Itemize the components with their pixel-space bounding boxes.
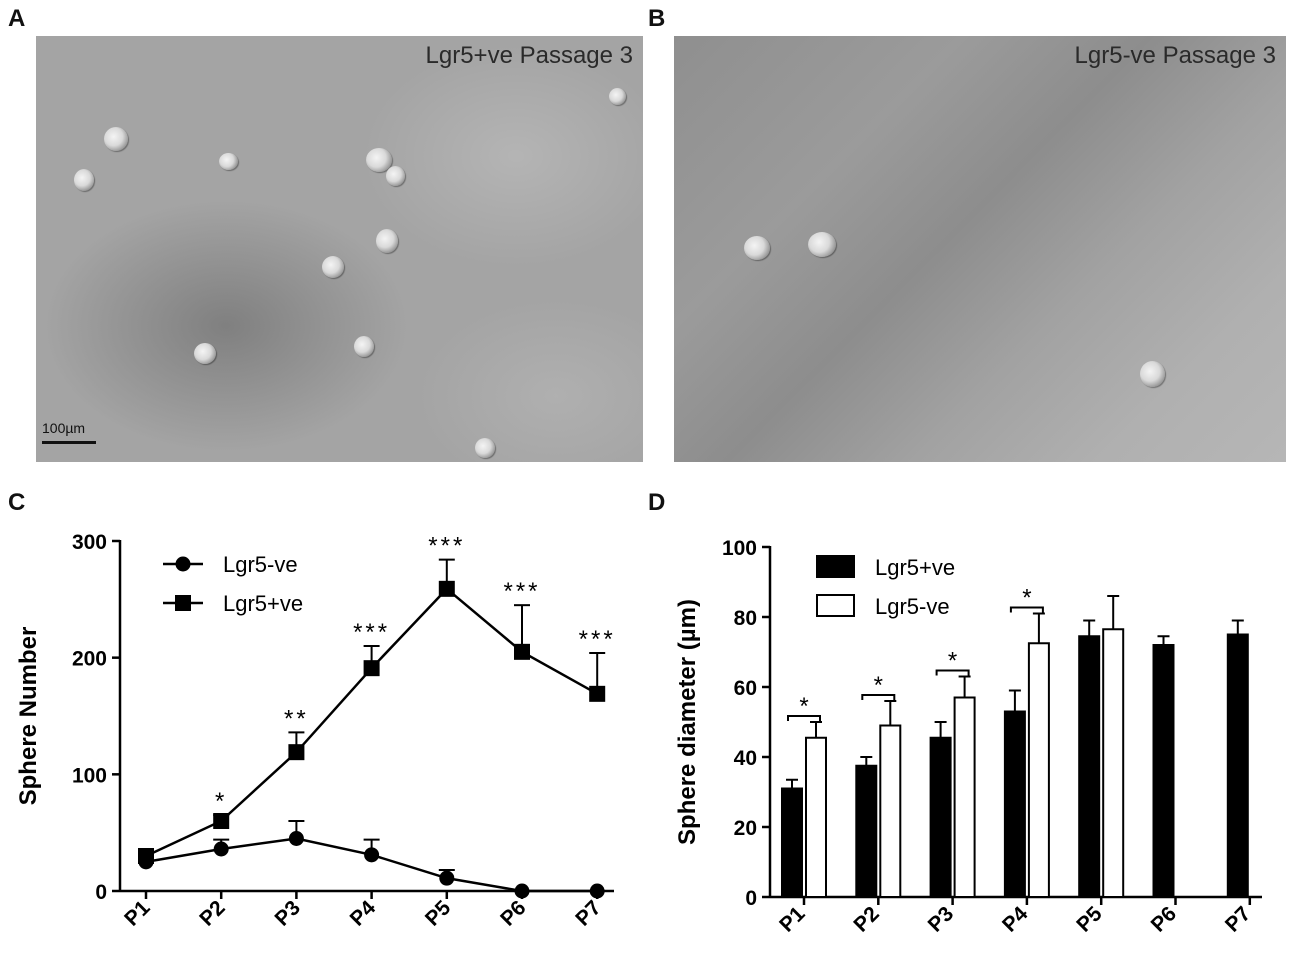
panel-letter-c: C: [8, 489, 26, 516]
legend-label: Lgr5-ve: [223, 552, 298, 577]
legend-marker-circle: [175, 556, 191, 572]
sphere-cell: [808, 232, 836, 257]
scale-bar: [42, 441, 96, 444]
y-tick-label: 200: [72, 648, 107, 671]
data-point-circle: [514, 883, 530, 899]
data-point-circle: [439, 870, 455, 886]
legend-label: Lgr5+ve: [223, 591, 303, 616]
data-point-square: [213, 813, 230, 829]
y-tick-label: 20: [734, 817, 757, 840]
bar-lgr5+ve: [855, 764, 878, 898]
bar-lgr5+ve: [1152, 644, 1175, 898]
sphere-number-chart: Sphere Number 0 100 200 300 P1 P2 P3 P4 P5 P6 P7 *…: [15, 531, 616, 931]
significance-marker: *: [1022, 585, 1031, 612]
sphere-cell: [74, 169, 94, 191]
x-tick-label: P3: [271, 896, 305, 930]
panel-letter-d: D: [648, 489, 666, 516]
significance-bracket: [1009, 606, 1044, 613]
sphere-cell: [219, 153, 238, 170]
significance-marker: *: [215, 788, 227, 815]
significance-bracket: [861, 694, 896, 700]
significance-marker: *: [799, 693, 808, 720]
data-point-circle: [213, 841, 229, 857]
x-tick-label: P5: [421, 896, 456, 931]
bar-lgr5-ve: [1102, 628, 1125, 898]
y-tick-label: 80: [734, 607, 757, 630]
y-tick-label: 100: [722, 537, 757, 560]
bar-lgr5-ve: [1027, 642, 1050, 898]
x-tick-label: P7: [571, 896, 605, 930]
bar-lgr5-ve: [805, 736, 827, 898]
y-tick-label: 100: [72, 764, 107, 787]
data-point-circle: [288, 831, 304, 846]
panel-letter-a: A: [8, 5, 26, 32]
significance-marker: *: [948, 648, 957, 675]
sphere-cell: [376, 229, 398, 253]
y-tick-label: 40: [734, 747, 757, 770]
x-tick-label: P4: [998, 902, 1033, 937]
sphere-cell: [744, 236, 770, 260]
x-tick-label: P3: [924, 902, 958, 936]
significance-marker: **: [284, 705, 309, 732]
legend-swatch: [816, 555, 855, 578]
bar-lgr5-ve: [953, 696, 976, 898]
sphere-cell: [366, 148, 392, 172]
micrograph-b-label: Lgr5-ve Passage 3: [1074, 42, 1276, 69]
y-axis-label: Sphere diameter (µm): [674, 599, 701, 845]
legend-label: Lgr5+ve: [875, 555, 955, 580]
micrograph-lgr5-negative: Lgr5-ve Passage 3: [674, 36, 1286, 462]
significance-marker: ***: [428, 533, 465, 560]
micrograph-lgr5-positive: Lgr5+ve Passage 3 100µm: [36, 36, 643, 462]
x-tick-label: P2: [849, 902, 883, 936]
bar-lgr5-ve: [879, 724, 902, 898]
y-tick-label: 0: [745, 887, 757, 910]
y-tick-label: 60: [734, 677, 757, 700]
significance-bracket: [787, 715, 821, 721]
legend-marker-square: [175, 595, 191, 611]
bar-lgr5+ve: [1003, 710, 1026, 898]
significance-marker: ***: [353, 619, 390, 646]
data-point-square: [288, 744, 305, 761]
y-tick-label: 0: [95, 881, 107, 904]
sphere-diameter-chart: Sphere diameter (µm) 0 20 40 60 80 100 P1 P2 P3 P…: [674, 537, 1262, 937]
x-tick-label: P1: [775, 902, 810, 937]
y-axis-label: Sphere Number: [15, 627, 42, 806]
bar-lgr5+ve: [929, 736, 952, 898]
bar-lgr5+ve: [781, 787, 803, 898]
significance-marker: *: [874, 672, 883, 699]
scale-bar-label: 100µm: [42, 420, 86, 436]
legend-label: Lgr5-ve: [875, 594, 950, 619]
sphere-cell: [386, 166, 405, 186]
sphere-cell: [354, 336, 374, 357]
sphere-cell: [104, 127, 128, 151]
x-tick-label: P1: [120, 896, 155, 931]
x-tick-label: P2: [195, 896, 229, 930]
sphere-cell: [609, 88, 626, 105]
micrograph-a-label: Lgr5+ve Passage 3: [425, 42, 633, 69]
data-point-circle: [364, 847, 380, 863]
sphere-cell: [1140, 361, 1165, 387]
x-tick-label: P6: [496, 896, 530, 930]
data-point-square: [514, 643, 530, 660]
sphere-cell: [194, 343, 216, 364]
data-point-circle: [589, 883, 605, 899]
sphere-cell: [322, 256, 344, 278]
significance-marker: ***: [503, 578, 540, 605]
x-tick-label: P4: [346, 896, 381, 931]
legend-swatch: [816, 594, 855, 617]
sphere-cell: [475, 438, 495, 458]
significance-bracket: [935, 669, 970, 676]
bar-lgr5+ve: [1226, 633, 1249, 898]
data-point-square: [138, 848, 154, 864]
x-tick-label: P7: [1221, 902, 1255, 936]
panel-letter-b: B: [648, 5, 666, 32]
data-point-square: [363, 660, 380, 677]
y-tick-label: 300: [72, 531, 107, 554]
x-tick-label: P6: [1147, 902, 1181, 936]
x-tick-label: P5: [1072, 902, 1107, 937]
data-point-square: [589, 685, 606, 702]
data-point-square: [438, 580, 455, 597]
bar-lgr5+ve: [1078, 635, 1101, 898]
significance-marker: ***: [579, 626, 616, 653]
